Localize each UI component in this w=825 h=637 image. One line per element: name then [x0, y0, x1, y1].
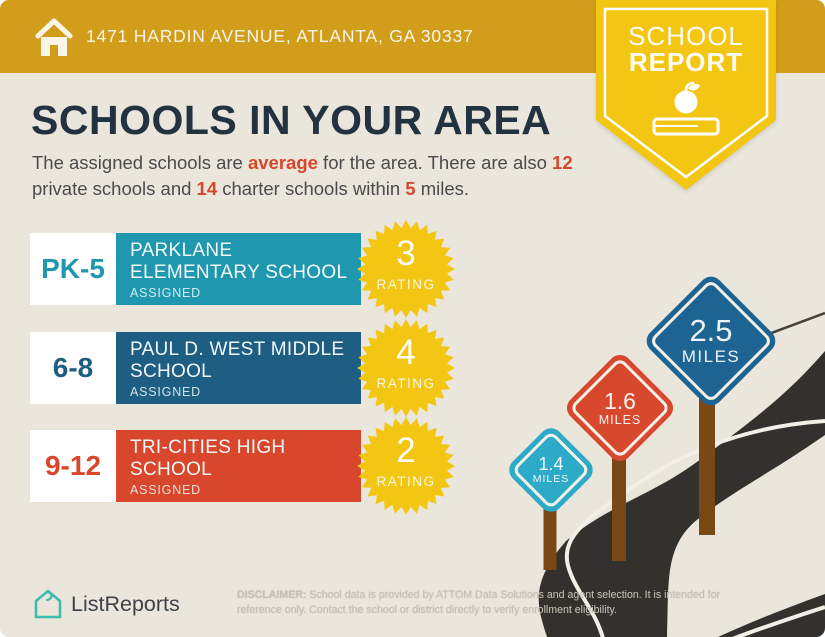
- miles-label: MILES: [532, 473, 570, 486]
- listreports-house-icon: [34, 589, 62, 619]
- school-name: PAUL D. WEST MIDDLE SCHOOL: [130, 339, 345, 383]
- assigned-label: ASSIGNED: [130, 385, 201, 400]
- miles-label: MILES: [598, 413, 642, 428]
- school-bar: PAUL D. WEST MIDDLE SCHOOL ASSIGNED: [116, 332, 361, 404]
- school-row: 9-12 TRI-CITIES HIGH SCHOOL ASSIGNED 2 R…: [30, 417, 460, 515]
- assigned-label: ASSIGNED: [130, 286, 201, 301]
- starburst-icon: [357, 319, 455, 417]
- intro-segment: miles.: [415, 177, 470, 199]
- rating-value: 4: [396, 333, 416, 372]
- rating-badge: 2 RATING: [357, 417, 455, 515]
- intro-segment: The assigned schools are: [32, 152, 248, 173]
- intro-segment: private schools and: [32, 177, 197, 199]
- assigned-label: ASSIGNED: [130, 483, 201, 498]
- apple-on-book-icon: [652, 81, 720, 136]
- school-name: TRI-CITIES HIGH SCHOOL: [130, 437, 286, 481]
- disclaimer: DISCLAIMER: School data is provided by A…: [237, 588, 729, 619]
- distance-value: 1.4: [538, 453, 564, 474]
- distance-value: 1.6: [604, 387, 636, 414]
- home-icon: [35, 18, 73, 56]
- disclaimer-label: DISCLAIMER:: [237, 589, 307, 601]
- grade-range: 9-12: [30, 430, 116, 502]
- intro-highlight-charter-count: 14: [196, 177, 218, 199]
- badge-title-line1: SCHOOL: [628, 21, 744, 51]
- disclaimer-text: School data is provided by ATTOM Data So…: [237, 589, 721, 617]
- school-row: 6-8 PAUL D. WEST MIDDLE SCHOOL ASSIGNED …: [30, 319, 460, 417]
- page-title: SCHOOLS IN YOUR AREA: [31, 97, 552, 143]
- school-row: PK-5 PARKLANE ELEMENTARY SCHOOL ASSIGNED…: [30, 220, 460, 318]
- school-bar: TRI-CITIES HIGH SCHOOL ASSIGNED: [116, 430, 361, 502]
- distance-sign: 1.6 MILES: [562, 350, 678, 466]
- property-address: 1471 HARDIN AVENUE, ATLANTA, GA 30337: [86, 26, 474, 46]
- distance-sign: 2.5 MILES: [641, 271, 781, 411]
- starburst-icon: [357, 220, 455, 318]
- road-corner-curve: [718, 594, 825, 637]
- brand-name: ListReports: [71, 591, 180, 616]
- rating-value: 2: [396, 431, 416, 470]
- rating-value: 3: [396, 234, 416, 273]
- intro-segment: charter schools within: [217, 177, 406, 199]
- school-bar: PARKLANE ELEMENTARY SCHOOL ASSIGNED: [116, 233, 361, 305]
- rating-badge: 4 RATING: [357, 319, 455, 417]
- intro-highlight-private-count: 12: [552, 152, 573, 173]
- starburst-icon: [357, 417, 455, 515]
- miles-label: MILES: [681, 347, 741, 367]
- grade-range: PK-5: [30, 233, 116, 305]
- badge-title-line2: REPORT: [628, 47, 744, 77]
- rating-label: RATING: [376, 376, 436, 391]
- listreports-logo: ListReports: [33, 588, 180, 620]
- rating-label: RATING: [376, 277, 436, 292]
- school-report-badge: SCHOOL REPORT: [596, 0, 776, 192]
- distance-value: 2.5: [689, 312, 733, 348]
- rating-label: RATING: [376, 474, 436, 489]
- intro-text: The assigned schools are average for the…: [32, 150, 577, 201]
- road-corner-line: [731, 605, 825, 637]
- intro-segment: for the area. There are also: [317, 152, 553, 173]
- ribbon-shape: [596, 0, 776, 190]
- school-name: PARKLANE ELEMENTARY SCHOOL: [130, 240, 348, 284]
- grade-range: 6-8: [30, 332, 116, 404]
- intro-highlight-radius: 5: [405, 177, 416, 199]
- rating-badge: 3 RATING: [357, 220, 455, 318]
- intro-highlight-average: average: [247, 152, 318, 173]
